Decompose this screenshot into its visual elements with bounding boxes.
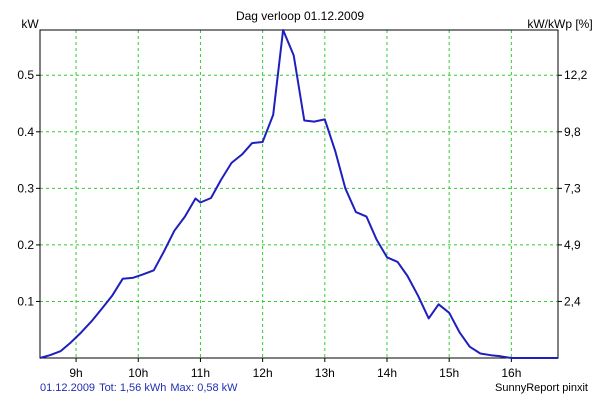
grid (40, 30, 558, 358)
y-axis-left: 0.1 0.2 0.3 0.4 0.5 (17, 68, 40, 308)
x-tick-label: 9h (69, 366, 82, 380)
y-tick-label-left: 0.5 (17, 68, 34, 82)
plot-frame (39, 29, 559, 359)
x-tick-label: 11h (191, 366, 210, 380)
y-tick-label-right: 2,4 (564, 294, 581, 308)
x-tick-label: 14h (377, 366, 397, 380)
y-axis-right: 2,4 4,9 7,3 9,8 12,2 (558, 68, 588, 308)
chart-title: Dag verloop 01.12.2009 (236, 9, 364, 23)
x-tick-label: 10h (128, 366, 148, 380)
y-axis-right-label: kW/kWp [%] (527, 17, 592, 31)
y-tick-label-right: 4,9 (564, 238, 581, 252)
footer-brand: SunnyReport pinxit (495, 382, 588, 394)
y-tick-label-left: 0.4 (17, 125, 34, 139)
y-tick-label-right: 12,2 (564, 68, 588, 82)
footer-summary: 01.12.2009 Tot: 1,56 kWh Max: 0,58 kW (40, 382, 242, 394)
x-tick-label: 15h (439, 366, 459, 380)
footer-max: Max: 0,58 kW (170, 382, 238, 394)
x-tick-label: 16h (501, 366, 521, 380)
footer-total: Tot: 1,56 kWh (99, 382, 167, 394)
y-tick-label-left: 0.1 (17, 294, 34, 308)
y-tick-label-right: 7,3 (564, 181, 581, 195)
x-tick-label: 12h (253, 366, 273, 380)
y-tick-label-left: 0.3 (17, 181, 34, 195)
x-tick-label: 13h (315, 366, 335, 380)
y-tick-label-right: 9,8 (564, 125, 581, 139)
y-axis-left-label: kW (21, 17, 39, 31)
x-axis: 9h 10h 11h 12h 13h 14h 15h 16h (69, 358, 521, 380)
series-line (39, 29, 558, 359)
footer-date: 01.12.2009 (40, 382, 96, 394)
y-tick-label-left: 0.2 (17, 238, 34, 252)
